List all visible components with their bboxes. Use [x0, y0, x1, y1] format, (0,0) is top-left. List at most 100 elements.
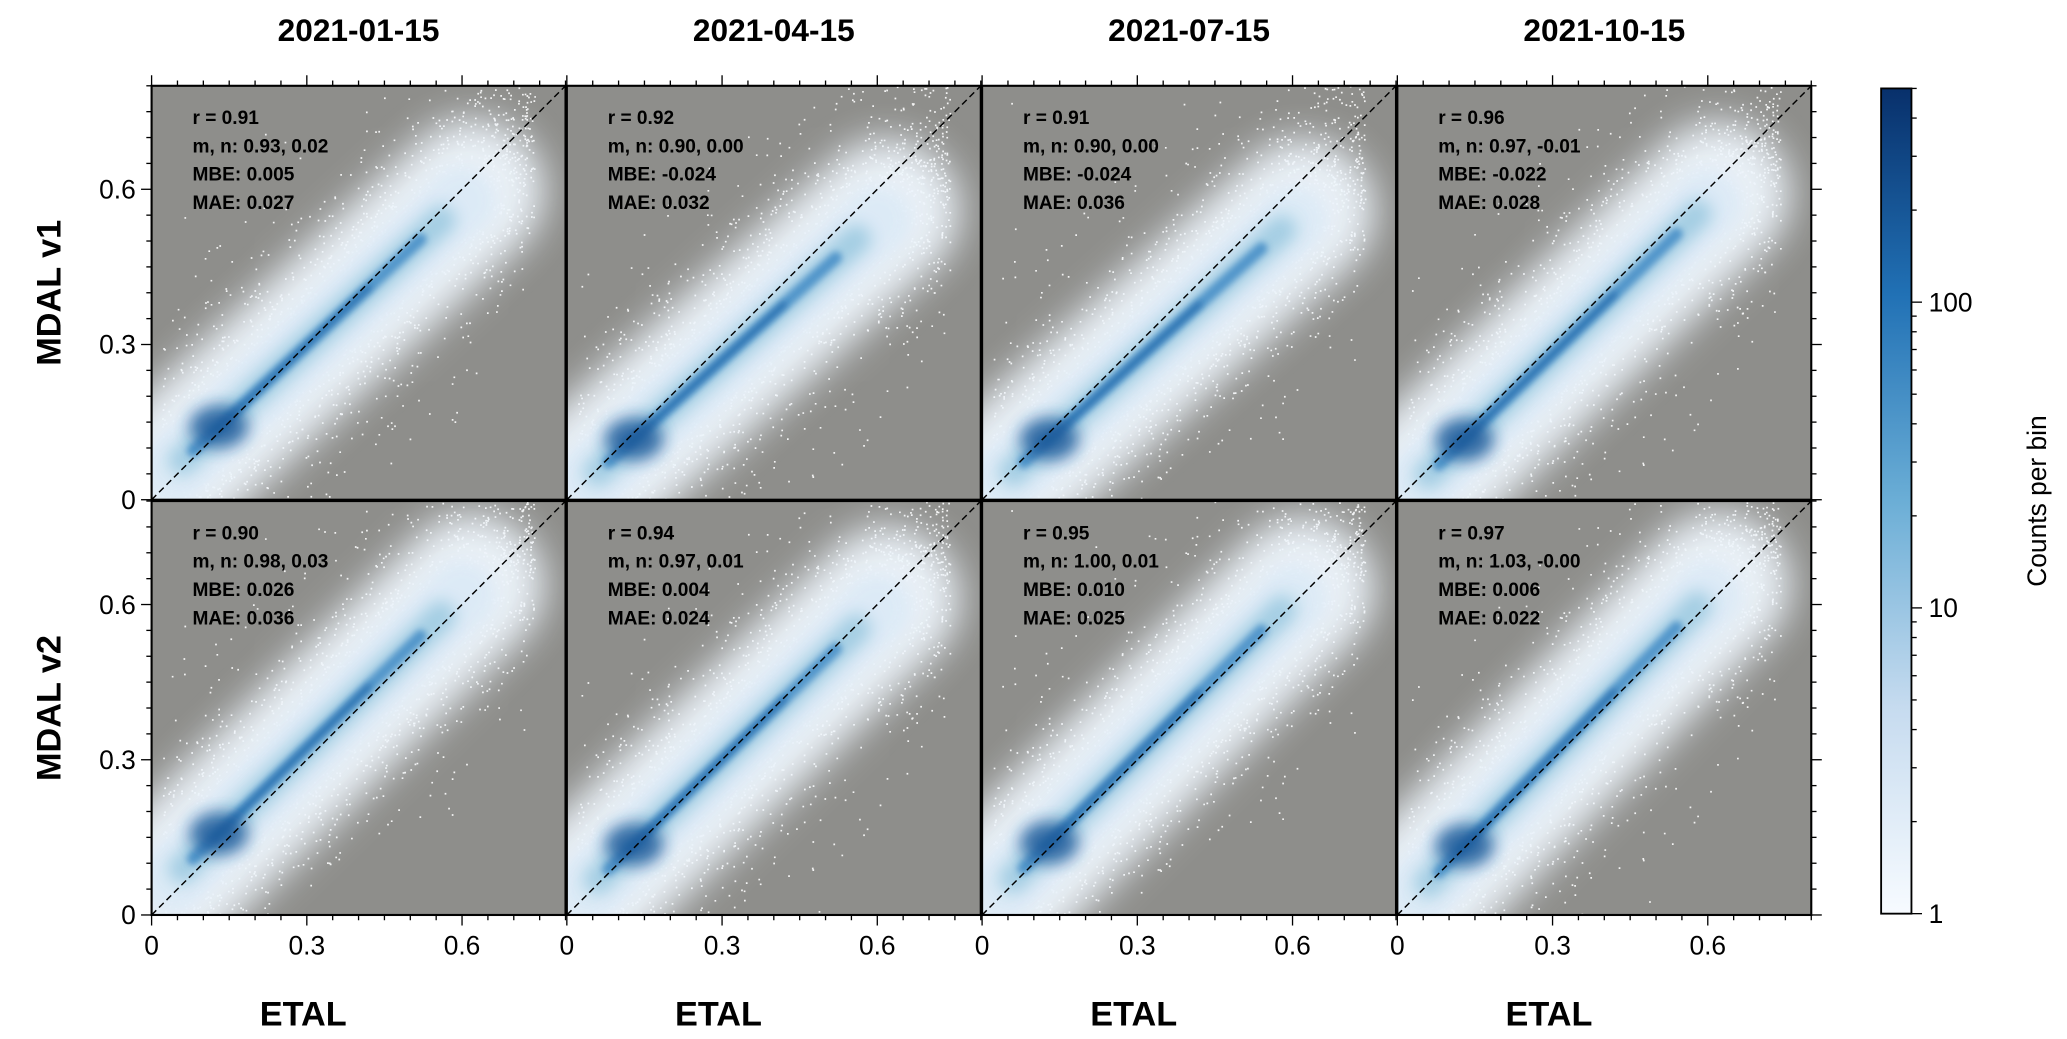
sparse-bins: [162, 501, 536, 915]
y-tick-label: 0.6: [99, 590, 136, 620]
stat-text: MBE: -0.024: [1023, 165, 1132, 186]
stat-text: r = 0.91: [1023, 108, 1090, 129]
x-tick-label: 0.3: [704, 931, 741, 961]
one-to-one-line: [151, 85, 567, 501]
density-band: [211, 284, 372, 435]
x-tick-label: 0.3: [1534, 931, 1571, 961]
y-axis-title: MDAL v2: [31, 635, 69, 781]
density-layer: [566, 86, 961, 500]
one-to-one-line: [566, 500, 982, 916]
stat-text: m, n: 0.90, 0.00: [608, 136, 744, 157]
stat-text: r = 0.94: [608, 523, 675, 544]
density-core: [1435, 418, 1494, 461]
y-tick-label: 0.3: [99, 745, 136, 775]
stat-text: r = 0.96: [1438, 108, 1504, 129]
stat-text: MBE: -0.024: [608, 165, 717, 186]
x-tick-label: 0: [144, 931, 159, 961]
x-axis-title: ETAL: [1090, 996, 1177, 1034]
density-band: [626, 301, 787, 447]
x-tick-label: 0: [1390, 931, 1405, 961]
density-core: [1435, 824, 1494, 867]
x-axis-title: ETAL: [260, 996, 347, 1034]
one-to-one-line: [981, 500, 1397, 916]
panel-mdal-v2-2021-01-15: r = 0.90 m, n: 0.98, 0.03 MBE: 0.026 MAE: 0…: [141, 499, 567, 926]
stat-text: m, n: 1.03, -0.00: [1438, 552, 1580, 573]
stat-text: r = 0.91: [192, 108, 259, 129]
axis-labels: 0 0.3 0.6 0 0.3 0.6 0 0.3 0.6 0 0.3 0.6 0 0.3 0.6 0 0.3 0…: [31, 12, 1726, 1034]
density-core: [1020, 821, 1079, 864]
stat-text: r = 0.90: [192, 523, 258, 544]
colorbar-title: Counts per bin: [2022, 415, 2052, 586]
y-tick-label: 0: [121, 900, 136, 930]
stat-text: MBE: 0.005: [192, 165, 294, 186]
stat-text: MAE: 0.022: [1438, 608, 1540, 629]
x-tick-label: 0: [560, 931, 575, 961]
density-core: [605, 418, 664, 461]
stat-text: m, n: 0.97, 0.01: [608, 552, 744, 573]
density-layer: [151, 87, 545, 500]
x-tick-label: 0.6: [1689, 931, 1726, 961]
stat-text: MBE: 0.010: [1023, 580, 1125, 601]
density-layer: [151, 501, 545, 915]
x-tick-label: 0.3: [288, 931, 325, 961]
stat-text: MBE: -0.022: [1438, 165, 1546, 186]
stat-text: m, n: 0.90, 0.00: [1023, 136, 1159, 157]
column-title: 2021-01-15: [278, 12, 440, 48]
density-layer: [982, 85, 1376, 500]
density-band: [1041, 689, 1203, 851]
x-axis-title: ETAL: [1505, 996, 1592, 1034]
density-core: [605, 823, 664, 866]
panels: r = 0.91 m, n: 0.93, 0.02 MBE: 0.005 MAE: 0…: [141, 75, 1822, 926]
stat-text: r = 0.92: [608, 108, 674, 129]
one-to-one-line: [151, 500, 567, 916]
density-band: [1041, 301, 1203, 447]
x-tick-label: 0: [975, 931, 990, 961]
panel-mdal-v1-2021-04-15: r = 0.92 m, n: 0.90, 0.00 MBE: -0.024 MAE: …: [565, 75, 982, 501]
panel-mdal-v1-2021-07-15: r = 0.91 m, n: 0.90, 0.00 MBE: -0.024 MAE: …: [981, 75, 1398, 501]
panel-mdal-v1-2021-10-15: r = 0.96 m, n: 0.97, -0.01 MBE: -0.022 MAE:…: [1396, 75, 1822, 501]
colorbar: 1 10 100 Counts per bin: [1880, 87, 2052, 929]
panel-mdal-v1-2021-01-15: r = 0.91 m, n: 0.93, 0.02 MBE: 0.005 MAE: 0…: [141, 75, 567, 501]
density-layer: [1397, 85, 1791, 500]
y-axis-title: MDAL v1: [31, 220, 69, 366]
stat-text: MBE: 0.006: [1438, 580, 1540, 601]
stat-text: m, n: 1.00, 0.01: [1023, 552, 1159, 573]
stat-text: MBE: 0.026: [192, 580, 294, 601]
density-core: [189, 405, 248, 448]
stat-text: MBE: 0.004: [608, 580, 710, 601]
panel-mdal-v2-2021-04-15: r = 0.94 m, n: 0.97, 0.01 MBE: 0.004 MAE: 0…: [565, 499, 982, 926]
panel-mdal-v2-2021-10-15: r = 0.97 m, n: 1.03, -0.00 MBE: 0.006 MAE: …: [1396, 499, 1822, 926]
density-layer: [1397, 502, 1791, 915]
density-band: [211, 683, 372, 842]
stat-text: MAE: 0.036: [1023, 193, 1125, 214]
y-tick-label: 0: [121, 485, 136, 515]
stat-text: MAE: 0.027: [192, 193, 294, 214]
one-to-one-line: [566, 85, 982, 501]
density-band: [1456, 688, 1618, 854]
stat-text: MAE: 0.036: [192, 608, 294, 629]
x-tick-label: 0.6: [1274, 931, 1311, 961]
column-title: 2021-07-15: [1108, 12, 1270, 48]
stat-text: r = 0.95: [1023, 523, 1090, 544]
one-to-one-line: [981, 85, 1397, 501]
density-core: [1020, 418, 1079, 461]
sparse-bins: [1407, 502, 1782, 915]
one-to-one-line: [1396, 500, 1812, 916]
y-tick-label: 0.3: [99, 330, 136, 360]
stat-text: m, n: 0.97, -0.01: [1438, 136, 1581, 157]
density-band: [1456, 291, 1618, 448]
column-title: 2021-04-15: [693, 12, 855, 48]
x-tick-label: 0.3: [1119, 931, 1156, 961]
stat-text: MAE: 0.024: [608, 608, 710, 629]
stat-text: MAE: 0.025: [1023, 608, 1125, 629]
one-to-one-line: [1396, 85, 1812, 501]
colorbar-tick-label: 10: [1929, 593, 1958, 623]
colorbar-gradient: [1880, 87, 1913, 915]
density-core: [189, 812, 248, 855]
x-axis-title: ETAL: [675, 996, 762, 1034]
stat-text: MAE: 0.028: [1438, 193, 1540, 214]
stat-text: m, n: 0.93, 0.02: [192, 136, 328, 157]
colorbar-tick-label: 1: [1929, 899, 1944, 929]
density-layer: [982, 501, 1376, 915]
y-tick-label: 0.6: [99, 175, 136, 205]
